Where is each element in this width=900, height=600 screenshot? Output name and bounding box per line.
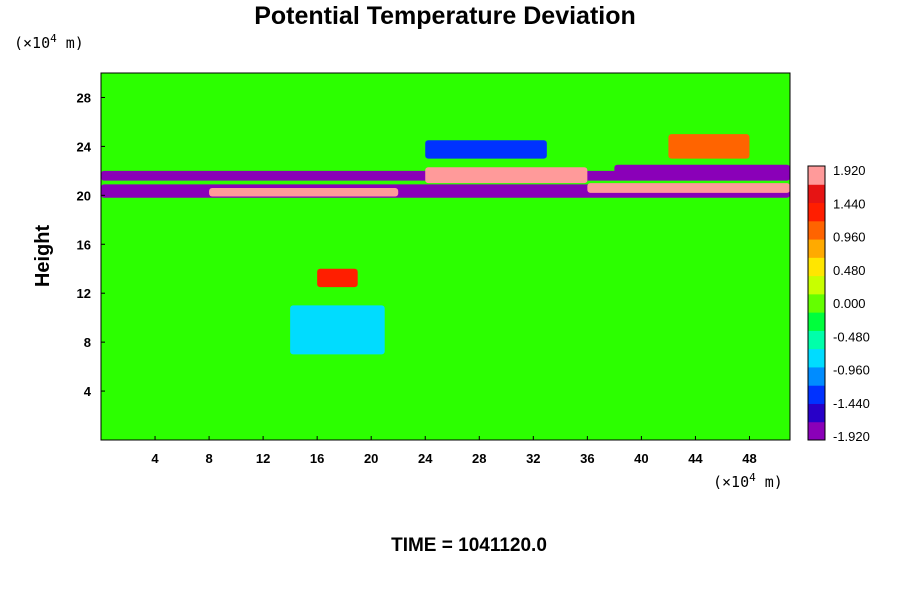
colorbar: 1.920 1.440 0.960 0.480 0.000 -0.480 -0.960 -1.… <box>807 163 870 444</box>
heatmap-region-warm-band-left <box>209 187 399 197</box>
colorbar-swatch <box>808 312 825 331</box>
y-tick-label: 20 <box>77 188 91 203</box>
heatmap-region-warm-band-right <box>587 183 790 193</box>
colorbar-swatch <box>808 421 825 441</box>
x-tick-label: 20 <box>364 451 378 466</box>
colorbar-tick-label: -1.920 <box>833 429 870 444</box>
y-tick-label: 28 <box>77 90 91 105</box>
colorbar-swatch <box>808 220 825 240</box>
colorbar-swatch <box>808 166 825 185</box>
colorbar-tick-label: -0.480 <box>833 329 870 344</box>
x-tick-label: 24 <box>418 451 433 466</box>
colorbar-swatch <box>808 184 825 204</box>
x-tick-label: 4 <box>151 451 159 466</box>
x-tick-label: 36 <box>580 451 594 466</box>
plot-area <box>101 73 790 440</box>
colorbar-swatch <box>808 330 825 350</box>
x-tick-label: 16 <box>310 451 324 466</box>
x-tick-label: 44 <box>688 451 703 466</box>
y-axis-label: Height <box>32 225 54 288</box>
y-ticks: 4 8 12 16 20 24 28 <box>77 90 105 399</box>
heatmap-region-cool-patch-upper <box>425 140 547 159</box>
x-tick-label: 40 <box>634 451 648 466</box>
heatmap-region-warm-blob-mid <box>317 268 358 288</box>
colorbar-swatch <box>808 403 825 423</box>
colorbar-swatch <box>808 239 825 258</box>
colorbar-tick-label: 0.000 <box>833 296 866 311</box>
colorbar-tick-label: 1.440 <box>833 196 866 211</box>
colorbar-frame <box>807 165 826 441</box>
y-tick-label: 8 <box>84 335 91 350</box>
x-unit-exp: 4 <box>749 471 756 484</box>
x-unit-label: (×104 m) <box>713 471 783 491</box>
x-tick-label: 48 <box>742 451 756 466</box>
colorbar-swatch <box>808 385 825 404</box>
heatmap-region-cool-plume-mid <box>290 305 385 355</box>
colorbar-tick-label: 0.480 <box>833 263 866 278</box>
heatmap-region-cold-patch-right <box>614 164 790 176</box>
y-tick-label: 4 <box>84 384 92 399</box>
colorbar-swatch <box>808 275 825 295</box>
y-unit-label: (×104 m) <box>14 32 84 52</box>
plot-background <box>101 73 790 440</box>
colorbar-swatch <box>808 366 825 386</box>
colorbar-tick-label: -0.960 <box>833 363 870 378</box>
plot-frame <box>100 72 791 441</box>
x-tick-label: 32 <box>526 451 540 466</box>
time-label: TIME = 1041120.0 <box>391 535 547 556</box>
colorbar-swatch <box>808 202 825 222</box>
colorbar-tick-label: 1.920 <box>833 163 866 178</box>
y-unit-prefix: (×10 <box>14 34 50 52</box>
x-unit-prefix: (×10 <box>713 473 749 491</box>
features-layer <box>101 134 790 355</box>
x-unit-suffix: m) <box>756 473 783 491</box>
colorbar-swatch <box>808 348 825 368</box>
chart-title: Potential Temperature Deviation <box>254 2 636 30</box>
x-tick-label: 28 <box>472 451 486 466</box>
heatmap-region-warm-band-center <box>425 167 588 184</box>
y-unit-suffix: m) <box>57 34 84 52</box>
x-tick-label: 12 <box>256 451 270 466</box>
colorbar-tick-label: 0.960 <box>833 230 866 245</box>
x-tick-label: 8 <box>205 451 212 466</box>
colorbar-tick-label: -1.440 <box>833 396 870 411</box>
colorbar-swatch <box>808 293 825 313</box>
y-unit-exp: 4 <box>50 32 57 45</box>
x-ticks: 4 8 12 16 20 24 28 32 36 40 44 48 <box>151 436 757 466</box>
y-tick-label: 16 <box>77 237 91 252</box>
y-tick-label: 12 <box>77 286 91 301</box>
heatmap-region-warm-patch-upper-right <box>668 134 750 159</box>
y-tick-label: 24 <box>77 139 92 154</box>
colorbar-swatch <box>808 257 825 277</box>
